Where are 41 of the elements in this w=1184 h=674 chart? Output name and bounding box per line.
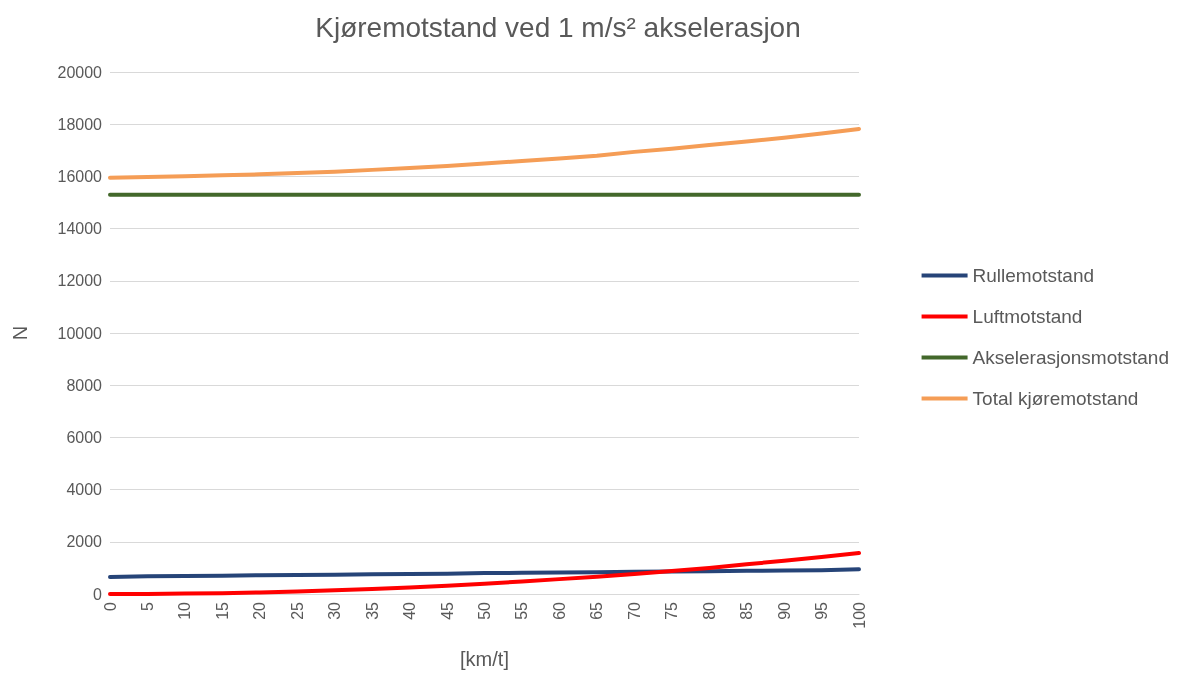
legend-label: Akselerasjonsmotstand — [972, 347, 1170, 368]
x-tick-label: 50 — [476, 601, 493, 620]
x-tick-label: 75 — [663, 601, 681, 620]
y-tick-label: 14000 — [57, 220, 103, 238]
y-tick-label: 20000 — [57, 63, 103, 81]
y-axis-title: N — [9, 325, 31, 341]
x-tick-label: 35 — [363, 601, 381, 620]
legend-label: Total kjøremotstand — [972, 388, 1139, 409]
y-tick-label: 18000 — [57, 115, 103, 133]
y-tick-label: 8000 — [66, 376, 103, 394]
x-tick-label: 80 — [700, 601, 718, 620]
x-tick-label: 0 — [101, 601, 119, 611]
y-tick-label: 10000 — [57, 324, 103, 342]
legend-label: Rullemotstand — [972, 265, 1095, 286]
x-tick-label: 100 — [850, 601, 868, 629]
x-tick-label: 55 — [513, 601, 531, 620]
x-axis-title: [km/t] — [460, 648, 509, 670]
x-tick-label: 20 — [251, 601, 269, 620]
x-tick-label: 65 — [588, 601, 606, 620]
x-tick-label: 5 — [138, 601, 156, 611]
x-tick-label: 15 — [213, 601, 231, 620]
x-tick-label: 10 — [176, 601, 194, 620]
line-series — [108, 126, 861, 180]
x-tick-label: 85 — [738, 601, 756, 620]
legend-label: Luftmotstand — [972, 306, 1083, 327]
x-tick-label: 70 — [625, 601, 643, 620]
x-tick-label: 25 — [288, 601, 306, 620]
chart-title: Kjøremotstand ved 1 m/s² akselerasjon — [315, 11, 801, 43]
x-tick-label: 45 — [438, 601, 456, 620]
x-tick-label: 30 — [326, 601, 344, 620]
y-tick-label: 2000 — [66, 533, 103, 551]
y-tick-label: 4000 — [66, 481, 103, 499]
line-series — [108, 567, 861, 580]
x-tick-label: 90 — [775, 601, 793, 620]
y-tick-label: 6000 — [66, 428, 103, 446]
x-tick-label: 40 — [401, 601, 419, 620]
y-tick-label: 12000 — [57, 272, 103, 290]
y-tick-label: 16000 — [57, 167, 103, 185]
x-tick-label: 95 — [813, 601, 831, 620]
x-tick-label: 60 — [550, 601, 568, 620]
line-series — [108, 551, 861, 596]
